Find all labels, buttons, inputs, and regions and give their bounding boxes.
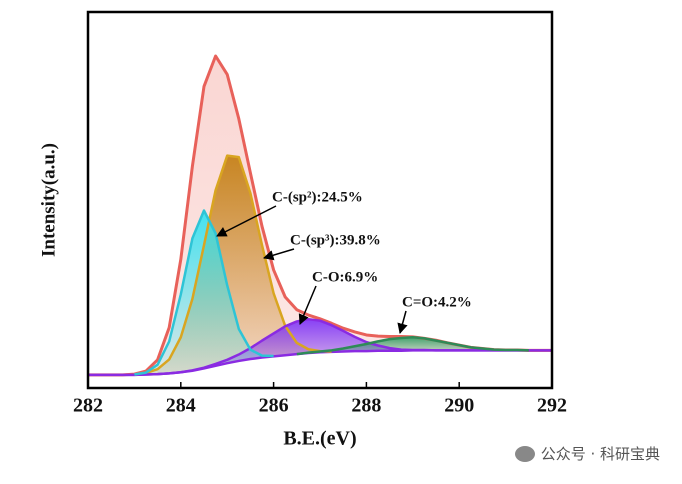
area [134, 210, 274, 375]
line [296, 335, 529, 356]
annotation-arrow [397, 310, 408, 335]
x-tick-label: 292 [537, 395, 567, 417]
frame [86, 10, 554, 390]
annotation-arrow [216, 205, 277, 237]
annotation-arrow [298, 285, 317, 325]
annotation: C-(sp²):24.5% [272, 189, 363, 205]
x-tick-label: 286 [259, 395, 289, 417]
x-tick-label: 288 [351, 395, 381, 417]
annotation: C-O:6.9% [312, 269, 378, 285]
x-tick-label: 290 [444, 395, 474, 417]
line [134, 209, 274, 376]
area [88, 319, 552, 375]
y-axis-label: Intensity(a.u.) [38, 143, 59, 257]
watermark-text: 公众号 · 科研宝典 [540, 445, 660, 463]
annotation-arrow [262, 248, 295, 261]
x-tick-label: 282 [73, 395, 103, 417]
x-axis-label: B.E.(eV) [283, 428, 356, 450]
watermark: 公众号 · 科研宝典 [514, 443, 660, 464]
line [134, 154, 332, 376]
plot-area [88, 54, 552, 377]
annotation: C=O:4.2% [402, 294, 472, 310]
annotation: C-(sp³):39.8% [290, 232, 381, 248]
x-tick-label: 284 [166, 395, 196, 417]
watermark-icon [514, 445, 535, 462]
line [88, 317, 552, 377]
